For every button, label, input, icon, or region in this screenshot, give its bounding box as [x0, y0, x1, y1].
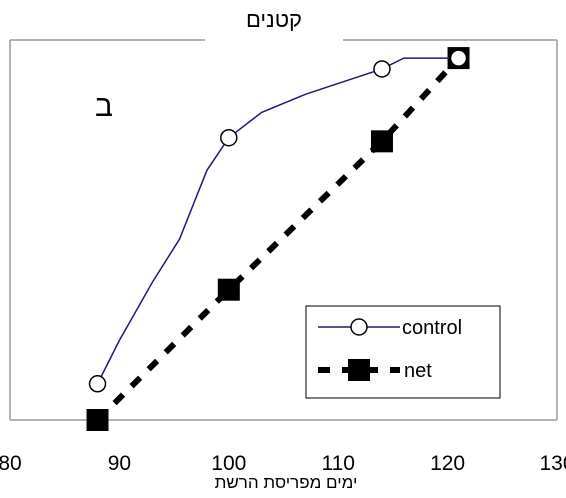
series-net-line [95, 56, 461, 423]
series-layer [86, 47, 470, 431]
legend-control-label: control [402, 317, 462, 339]
series-control-marker [220, 128, 238, 147]
x-tick-label: 90 [108, 452, 131, 475]
series-control-marker [373, 60, 391, 78]
series-control-marker [88, 375, 107, 393]
series-net-marker [217, 278, 240, 301]
x-axis-title: ימים מפריסת הרשת [215, 473, 358, 492]
legend: control net [305, 305, 501, 399]
legend-net-label: net [404, 360, 432, 382]
series-net-marker [86, 409, 109, 431]
x-axis: 80 90 100 110 120 130 [0, 452, 566, 475]
panel-label: ב [95, 90, 113, 123]
x-tick-label: 100 [211, 452, 246, 475]
legend-net-marker [348, 359, 370, 381]
series-control-marker [449, 49, 468, 67]
chart-title: קטנים [246, 7, 302, 32]
legend-box [305, 305, 501, 399]
legend-control-marker [350, 318, 368, 336]
x-tick-label: 110 [321, 452, 354, 475]
x-tick-label: 80 [0, 452, 22, 475]
x-tick-label: 120 [430, 452, 465, 475]
series-net-marker [370, 130, 393, 153]
x-tick-label: 130 [539, 452, 566, 475]
